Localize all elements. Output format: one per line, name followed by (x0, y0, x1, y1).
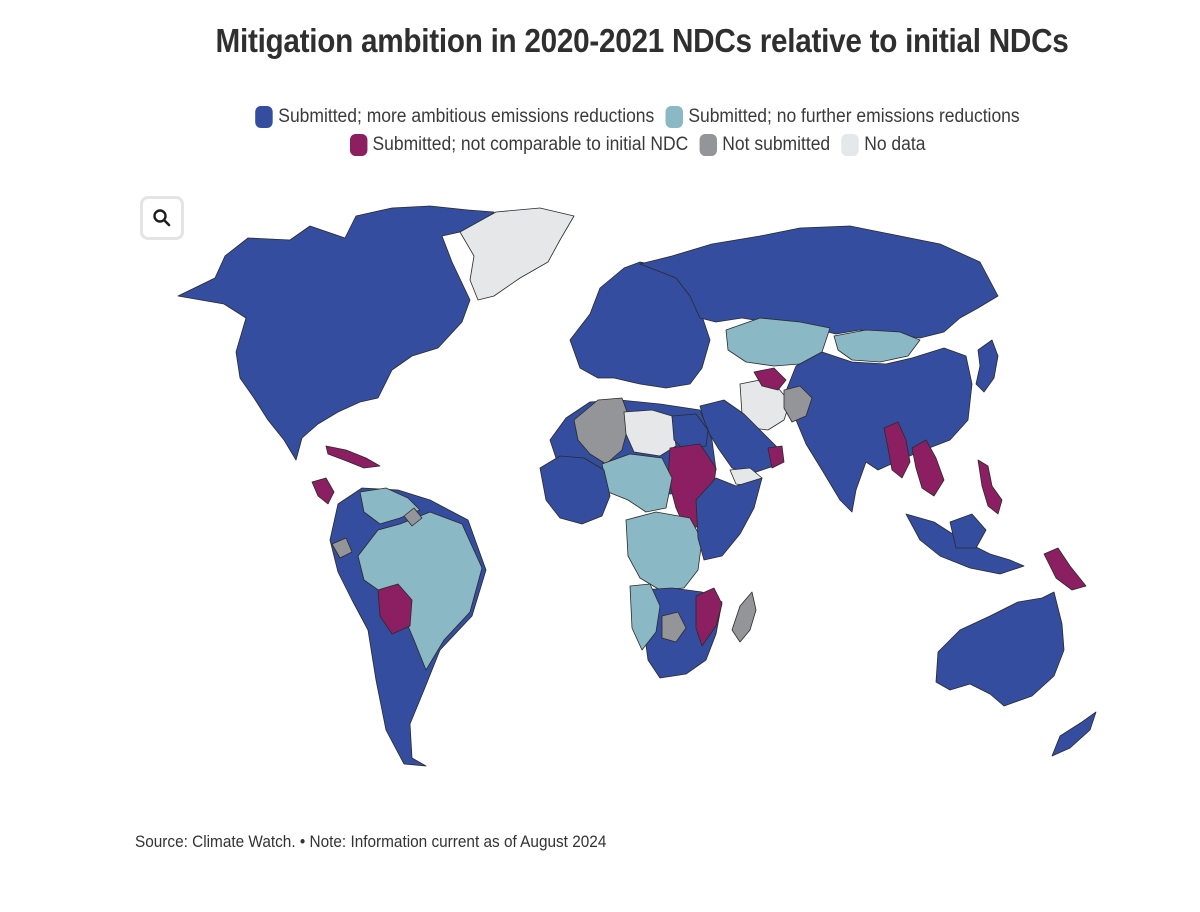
map-region-oman[interactable] (767, 445, 785, 469)
map-region-zimbabwe[interactable] (661, 611, 687, 643)
map-region-west-africa[interactable] (539, 455, 611, 525)
legend-item-notcomparable[interactable]: Submitted; not comparable to initial NDC (349, 134, 688, 156)
map-region-china-india[interactable] (783, 347, 973, 513)
search-icon (153, 209, 171, 227)
legend-label-more: Submitted; more ambitious emissions redu… (278, 106, 655, 127)
map-region-angola-namibia[interactable] (629, 583, 661, 651)
legend-row-2: Submitted; not comparable to initial NDC… (51, 134, 1200, 156)
map-region-north-america[interactable] (177, 205, 495, 461)
map-region-new-zealand[interactable] (1051, 711, 1097, 757)
map-region-east-africa[interactable] (695, 477, 763, 561)
legend-swatch-nodata (841, 134, 859, 156)
map-region-cuba[interactable] (325, 445, 381, 469)
map-region-egypt[interactable] (671, 413, 709, 451)
map-region-europe[interactable] (569, 261, 711, 389)
map-region-turkmenistan[interactable] (753, 367, 787, 391)
legend-label-nofurther: Submitted; no further emissions reductio… (688, 106, 1020, 127)
map-region-greenland[interactable] (459, 207, 575, 301)
legend-swatch-nofurther (665, 106, 683, 128)
legend-label-nodata: No data (864, 134, 926, 155)
map-region-central-africa[interactable] (625, 511, 703, 591)
legend-swatch-notsubmitted (699, 134, 717, 156)
zoom-button[interactable] (140, 196, 184, 240)
chart-title: Mitigation ambition in 2020-2021 NDCs re… (215, 22, 1069, 59)
legend-label-notsubmitted: Not submitted (722, 134, 831, 155)
map-region-chad-niger[interactable] (601, 453, 673, 513)
legend-swatch-notcomparable (349, 134, 367, 156)
map-region-afghanistan[interactable] (783, 385, 813, 423)
legend-item-more[interactable]: Submitted; more ambitious emissions redu… (255, 106, 654, 128)
legend-swatch-more (255, 106, 273, 128)
map-region-suriname[interactable] (403, 507, 423, 527)
legend-label-notcomparable: Submitted; not comparable to initial NDC (372, 134, 689, 155)
map-region-myanmar[interactable] (883, 421, 911, 479)
map-region-russia[interactable] (639, 225, 999, 339)
map-region-mongolia[interactable] (833, 329, 921, 363)
map-region-ecuador[interactable] (331, 537, 353, 559)
legend-row-1: Submitted; more ambitious emissions redu… (51, 106, 1200, 128)
source-note: Source: Climate Watch. • Note: Informati… (135, 833, 607, 851)
map-region-bolivia[interactable] (377, 583, 413, 635)
map-region-mozambique[interactable] (695, 587, 723, 647)
legend-item-notsubmitted[interactable]: Not submitted (699, 134, 830, 156)
map-region-australia[interactable] (935, 591, 1065, 707)
map-region-algeria[interactable] (573, 397, 631, 465)
map-region-libya[interactable] (623, 409, 677, 457)
map-region-papua-new-guinea[interactable] (1043, 547, 1087, 591)
legend-item-nodata[interactable]: No data (841, 134, 925, 156)
map-region-central-america-central[interactable] (311, 477, 335, 505)
map-region-vietnam[interactable] (911, 439, 945, 497)
map-region-japan[interactable] (975, 339, 999, 393)
legend-item-nofurther[interactable]: Submitted; no further emissions reductio… (665, 106, 1020, 128)
map-region-madagascar[interactable] (731, 591, 757, 643)
map-region-brazil[interactable] (357, 511, 483, 671)
map-region-indonesia[interactable] (949, 513, 987, 549)
map-region-philippines[interactable] (977, 459, 1003, 515)
